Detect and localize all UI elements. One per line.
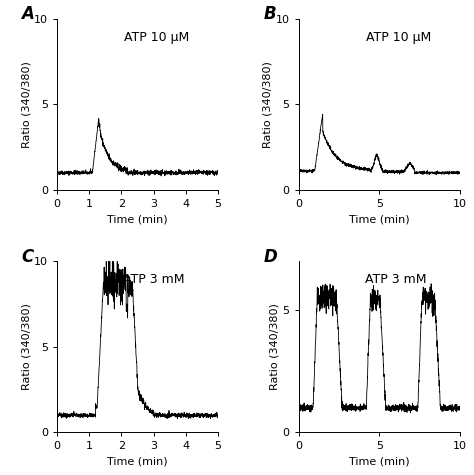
Y-axis label: Ratio (340/380): Ratio (340/380) <box>270 304 280 390</box>
Text: C: C <box>21 248 34 266</box>
X-axis label: Time (min): Time (min) <box>349 214 410 224</box>
X-axis label: Time (min): Time (min) <box>107 457 168 467</box>
Y-axis label: Ratio (340/380): Ratio (340/380) <box>21 61 31 148</box>
X-axis label: Time (min): Time (min) <box>107 214 168 224</box>
Text: D: D <box>263 248 277 266</box>
Text: A: A <box>21 5 34 23</box>
Text: B: B <box>263 5 276 23</box>
Text: ATP 3 mM: ATP 3 mM <box>365 274 426 286</box>
Text: ATP 10 μM: ATP 10 μM <box>124 31 190 44</box>
Y-axis label: Ratio (340/380): Ratio (340/380) <box>263 61 273 148</box>
X-axis label: Time (min): Time (min) <box>349 457 410 467</box>
Y-axis label: Ratio (340/380): Ratio (340/380) <box>21 304 31 390</box>
Text: ATP 3 mM: ATP 3 mM <box>123 274 184 286</box>
Text: ATP 10 μM: ATP 10 μM <box>366 31 431 44</box>
